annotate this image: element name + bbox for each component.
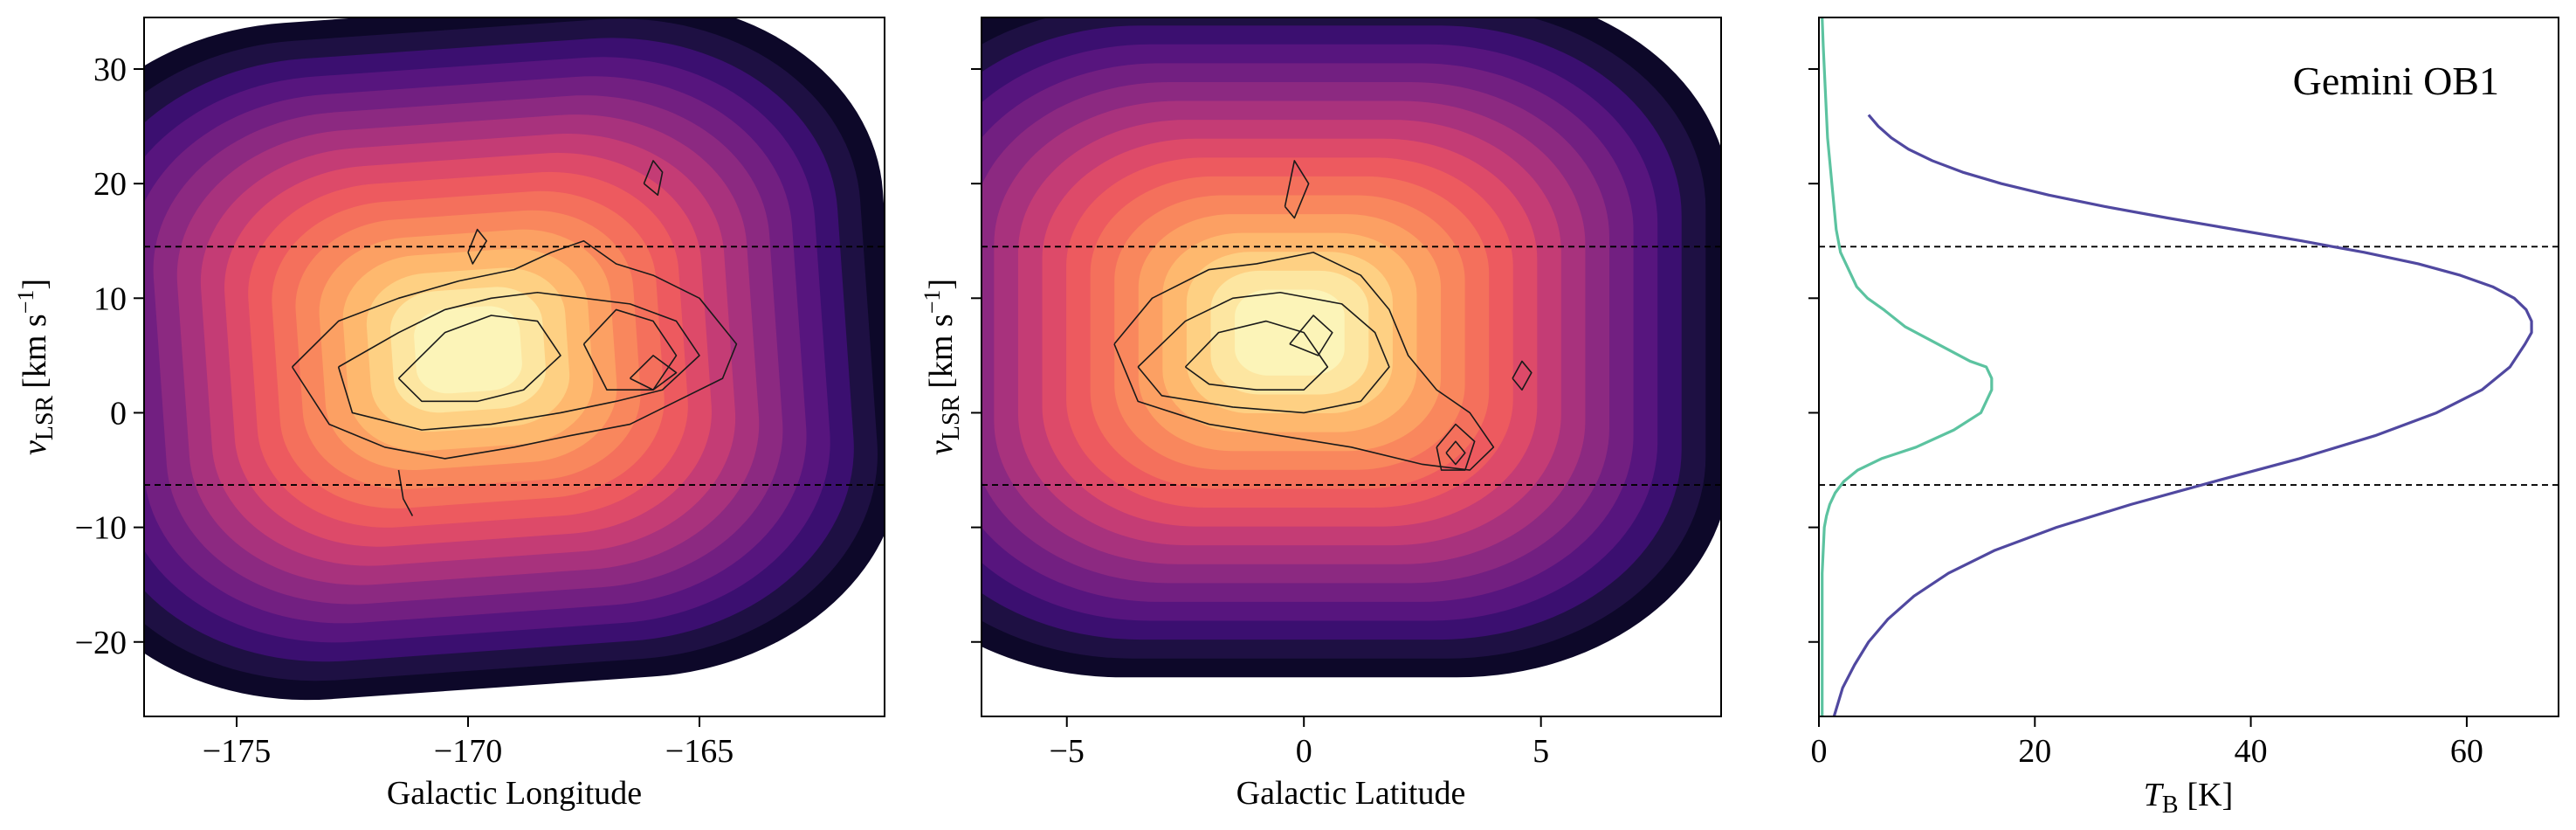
line-contours: [1113, 160, 1533, 471]
x-ticks: 0 20 40 60: [1811, 716, 2483, 770]
filled-contours: [144, 17, 885, 701]
x-axis-label: Galactic Latitude: [1236, 775, 1466, 812]
y-ticks: [1808, 68, 1819, 643]
x-axis-label: TB [K]: [2144, 777, 2234, 819]
contour-level-16: [414, 306, 522, 394]
x-tick-label-1: 0: [1296, 733, 1312, 770]
contour-level-16: [1235, 289, 1345, 376]
contour-line-0: [1113, 252, 1495, 471]
y-axis-label: vLSR[km s−1]: [920, 279, 965, 455]
contour-line-4: [629, 355, 678, 391]
contour-line-5: [643, 160, 664, 197]
contour-line-7: [1512, 360, 1533, 391]
x-tick-label-0: 0: [1811, 733, 1828, 770]
plot-frame: [1818, 17, 2559, 717]
line-contours: [291, 160, 738, 516]
spectrum-lines: [1821, 17, 2533, 716]
contour-line-5: [1445, 440, 1466, 466]
contour-line-2: [1184, 320, 1329, 391]
series-line-1: [1821, 17, 1994, 716]
x-tick-label-1: −170: [434, 733, 502, 770]
y-tick-label-2: 0: [110, 395, 127, 432]
reference-lines: [1819, 246, 2559, 486]
reference-lines: [144, 246, 885, 486]
contour-line-3: [582, 308, 678, 391]
x-tick-label-3: 60: [2450, 733, 2483, 770]
contour-line-2: [397, 315, 561, 403]
plot-frame: [143, 17, 885, 717]
contour-line-4: [1436, 423, 1476, 471]
x-tick-label-0: −5: [1050, 733, 1085, 770]
x-tick-label-0: −175: [203, 733, 271, 770]
y-tick-label-5: 30: [93, 52, 127, 88]
y-tick-label-0: −20: [75, 625, 127, 661]
x-tick-label-2: 40: [2235, 733, 2268, 770]
contour-line-6: [1284, 160, 1310, 219]
contour-line-1: [337, 291, 700, 431]
x-tick-label-2: 5: [1533, 733, 1549, 770]
contour-line-6: [467, 228, 488, 265]
reference-lines: [981, 246, 1721, 486]
y-ticks: −20 −10 0 10 20 30: [75, 52, 144, 661]
x-tick-label-2: −165: [665, 733, 734, 770]
y-axis-label: vLSR[km s−1]: [13, 279, 59, 455]
panel-spectrum: 0 20 40 60 TB [K] Gemini OB1: [1808, 17, 2559, 819]
contour-line-3: [1289, 315, 1333, 356]
x-axis-label: Galactic Longitude: [387, 775, 642, 812]
y-tick-label-1: −10: [75, 510, 127, 547]
x-tick-label-1: 20: [2018, 733, 2051, 770]
x-ticks: −175 −170 −165: [203, 716, 734, 770]
y-tick-label-4: 20: [93, 166, 127, 203]
contour-line-7: [397, 469, 414, 516]
contour-line-1: [1137, 291, 1390, 414]
y-tick-label-3: 10: [93, 280, 127, 317]
contour-line-0: [291, 239, 738, 460]
x-ticks: −5 0 5: [1050, 716, 1549, 770]
y-ticks: [971, 68, 981, 643]
panel-latitude: −5 0 5 Galactic Latitude vLSR[km s−1]: [920, 17, 1722, 812]
plot-frame: [981, 17, 1722, 717]
series-line-0: [1832, 114, 2533, 716]
panel-longitude: −175 −170 −165 −20 −10 0 10 20 30 Galactic Long…: [13, 17, 885, 812]
region-annotation: Gemini OB1: [2293, 59, 2499, 103]
filled-contours: [981, 17, 1721, 678]
